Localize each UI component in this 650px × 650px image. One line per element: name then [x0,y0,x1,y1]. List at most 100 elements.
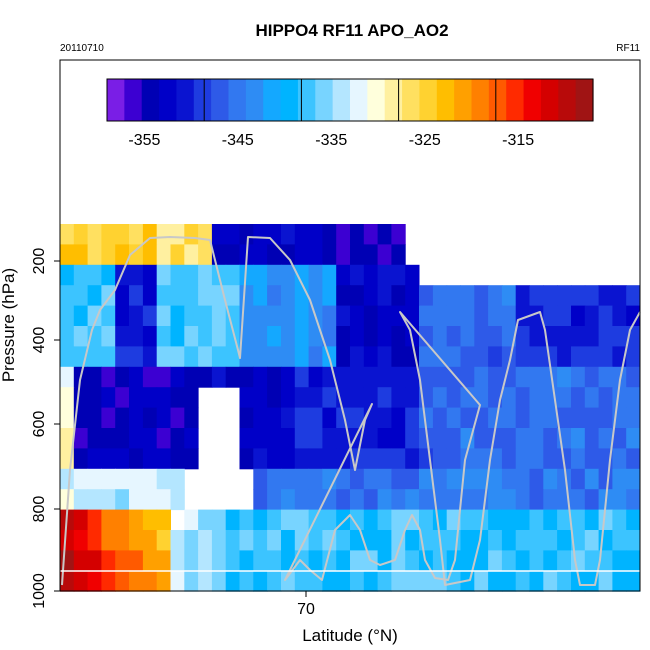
heatmap-cell [391,448,406,470]
heatmap-cell [294,387,310,409]
heatmap-cell [184,366,199,388]
heatmap-cell [101,468,116,490]
heatmap-cell [377,407,392,429]
heatmap-cell [543,346,558,368]
colorbar-segment [315,79,334,121]
heatmap-cell [170,428,185,449]
heatmap-cell [405,448,420,470]
heatmap-cell [488,305,503,327]
heatmap-cell [267,448,282,470]
heatmap-cell [322,305,337,327]
colorbar-tick-label: -325 [409,132,441,149]
heatmap-cell [142,509,158,531]
heatmap-cell [350,550,365,572]
heatmap-cell [308,285,323,307]
heatmap-cell [336,244,351,266]
heatmap-cell [363,224,379,245]
heatmap-cell [239,285,254,307]
heatmap-cell [350,407,365,429]
heatmap-cell [474,366,489,388]
heatmap-cell [156,407,171,429]
heatmap-cell [156,264,171,286]
heatmap-cell [350,305,365,327]
heatmap-cell [363,428,379,449]
y-axis-label: Pressure (hPa) [0,268,18,382]
heatmap-cell [294,366,310,388]
heatmap-cell [598,468,613,490]
heatmap-cell [225,305,240,327]
heatmap-cell [170,224,185,245]
heatmap-cell [363,285,379,307]
heatmap-cell [626,550,641,572]
heatmap-cell [488,570,503,592]
heatmap-cell [253,468,268,490]
heatmap-cell [446,366,461,388]
colorbar-segment [141,79,160,121]
heatmap-cell [225,570,240,592]
heatmap-cell [184,509,199,531]
heatmap-cell [308,264,323,286]
heatmap-cell [446,530,461,551]
heatmap-cell [543,489,558,511]
heatmap-cell [73,285,89,307]
heatmap-cell [73,489,89,511]
heatmap-cell [156,366,171,388]
heatmap-cell [626,509,641,531]
heatmap-cell [156,468,171,490]
heatmap-cell [474,448,489,470]
heatmap-cell [281,224,296,245]
heatmap-cell [543,305,558,327]
colorbar-segment [124,79,143,121]
heatmap-cell [460,285,475,307]
heatmap-cell [115,244,130,266]
heatmap-cell [557,550,572,572]
heatmap-cell [515,468,530,490]
heatmap-cell [571,285,586,307]
heatmap-cell [308,244,323,266]
heatmap-cell [377,509,392,531]
heatmap-cell [115,224,130,245]
heatmap-cell [543,570,558,592]
heatmap-cell [419,428,434,449]
heatmap-cell [322,509,337,531]
heatmap-cell [529,530,544,551]
heatmap-cell [294,305,310,327]
heatmap-cell [281,489,296,511]
heatmap-cell [253,448,268,470]
y-tick-label: 400 [31,327,48,354]
heatmap-cell [405,285,420,307]
colorbar-segment [558,79,577,121]
heatmap-cell [460,366,475,388]
heatmap-cell [253,550,268,572]
heatmap-cell [612,509,627,531]
heatmap-cell [501,366,517,388]
heatmap-cell [571,570,586,592]
heatmap-cell [73,428,89,449]
heatmap-cell [170,387,185,409]
heatmap-cell [377,264,392,286]
heatmap-cell [336,346,351,368]
heatmap-cell [515,550,530,572]
heatmap-cell [87,264,102,286]
heatmap-cell [87,428,102,449]
heatmap-cell [391,489,406,511]
heatmap-cell [115,550,130,572]
heatmap-cell [432,509,448,531]
heatmap-cell [501,407,517,429]
heatmap-cell [60,530,75,551]
heatmap-cell [322,264,337,286]
heatmap-cell [612,468,627,490]
heatmap-cell [336,489,351,511]
heatmap-cell [60,387,75,409]
heatmap-cell [571,387,586,409]
heatmap-cell [501,285,517,307]
heatmap-cell [253,509,268,531]
heatmap-cell [391,530,406,551]
heatmap-cell [515,366,530,388]
flight-track-line [61,236,641,586]
heatmap-cell [170,570,185,592]
y-tick-label: 800 [31,496,48,523]
heatmap-cell [584,285,600,307]
heatmap-cell [198,509,213,531]
heatmap-cell [350,346,365,368]
